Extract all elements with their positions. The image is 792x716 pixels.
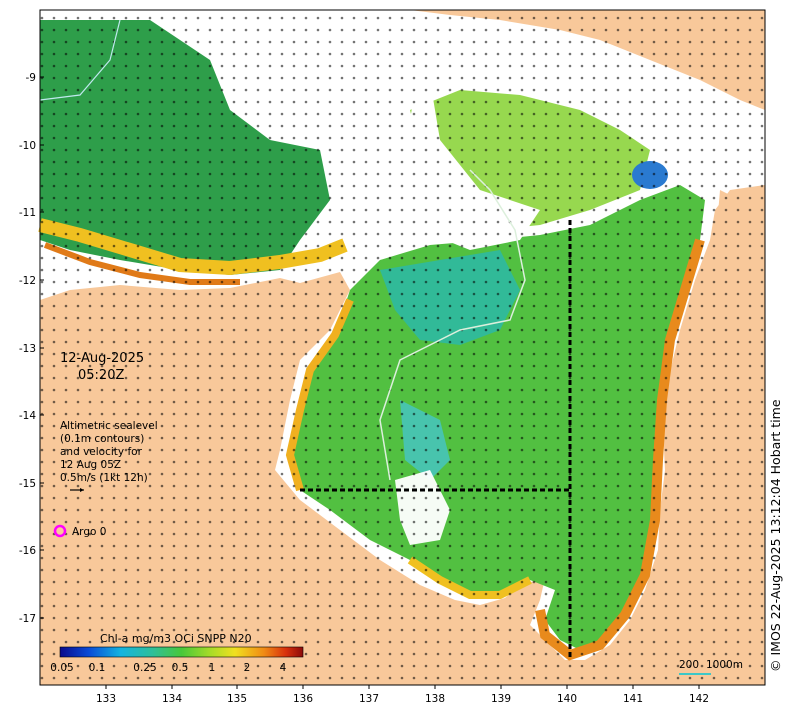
lon-tick-label: 137	[359, 693, 379, 705]
legend-arrow-head-icon	[80, 488, 84, 492]
velocity-field	[40, 10, 765, 685]
lat-tick-label: -9	[26, 72, 36, 84]
lat-tick-label: -17	[19, 613, 36, 625]
colorbar-title: Chl-a mg/m3 OCi SNPP N20	[100, 632, 252, 645]
colorbar-tick-label: 0.25	[133, 662, 156, 674]
lon-tick-label: 141	[623, 693, 643, 705]
scale-label-a: 200	[679, 659, 699, 671]
lon-tick-label: 138	[425, 693, 445, 705]
colorbar-ticks: 0.05 0.1 0.25 0.5 1 2 4	[50, 662, 286, 674]
date-label: 12-Aug-2025	[60, 351, 144, 366]
colorbar	[59, 646, 304, 658]
lon-tick-label: 133	[96, 693, 116, 705]
sealevel-contour	[379, 169, 526, 481]
colorbar-tick-label: 4	[280, 662, 287, 674]
credit-text: © IMOS 22-Aug-2025 13:12:04 Hobart time	[768, 399, 783, 672]
lon-tick-label: 139	[491, 693, 511, 705]
colorbar-tick-label: 0.5	[172, 662, 189, 674]
lat-tick-label: -14	[19, 410, 36, 422]
lon-tick-label: 140	[557, 693, 577, 705]
lat-tick-label: -13	[19, 343, 36, 355]
colorbar-tick-label: 0.1	[89, 662, 106, 674]
lon-tick-label: 134	[162, 693, 182, 705]
lon-tick-label: 142	[689, 693, 709, 705]
argo-label: Argo 0	[72, 526, 106, 538]
lon-tick-label: 136	[293, 693, 313, 705]
time-label: 05:20Z	[78, 368, 124, 383]
lat-axis: -9 -10 -11 -12 -13 -14 -15 -16 -17	[19, 72, 44, 625]
lat-tick-label: -10	[19, 140, 36, 152]
colorbar-tick-label: 1	[209, 662, 216, 674]
colorbar-tick-label: 2	[244, 662, 251, 674]
sealevel-contour-2	[39, 19, 121, 101]
legend-note-1: Altimetric sealevel	[60, 420, 158, 432]
lat-tick-label: -15	[19, 478, 36, 490]
lon-axis: 133 134 135 136 137 138 139 140 141 142	[96, 685, 709, 705]
legend-note-3: and velocity for	[60, 446, 143, 458]
legend-note-5: 0.5m/s (1kt 12h)	[60, 472, 148, 484]
lat-tick-label: -16	[19, 545, 36, 557]
lat-tick-label: -12	[19, 275, 36, 287]
lat-tick-label: -11	[19, 207, 36, 219]
scale-label-b: 1000m	[706, 659, 743, 671]
argo-marker-icon	[53, 524, 67, 538]
lon-tick-label: 135	[227, 693, 247, 705]
legend-note-2: (0.1m contours)	[60, 433, 144, 445]
colorbar-tick-label: 0.05	[50, 662, 73, 674]
legend-note-4: 12 Aug 05Z	[60, 459, 121, 471]
